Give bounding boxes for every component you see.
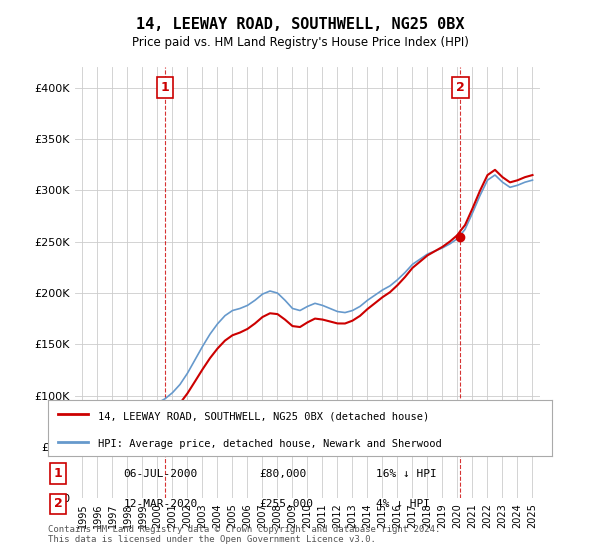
Text: 2: 2 [456,81,465,94]
Text: Contains HM Land Registry data © Crown copyright and database right 2024.
This d: Contains HM Land Registry data © Crown c… [48,525,440,544]
Text: 1: 1 [161,81,169,94]
Text: £255,000: £255,000 [260,499,314,509]
Text: 1: 1 [54,467,62,480]
Text: 14, LEEWAY ROAD, SOUTHWELL, NG25 0BX (detached house): 14, LEEWAY ROAD, SOUTHWELL, NG25 0BX (de… [98,411,430,421]
Text: Price paid vs. HM Land Registry's House Price Index (HPI): Price paid vs. HM Land Registry's House … [131,36,469,49]
Text: 4% ↓ HPI: 4% ↓ HPI [376,499,430,509]
Text: £80,000: £80,000 [260,469,307,479]
Text: 2: 2 [54,497,62,510]
Text: HPI: Average price, detached house, Newark and Sherwood: HPI: Average price, detached house, Newa… [98,439,442,449]
Text: 16% ↓ HPI: 16% ↓ HPI [376,469,436,479]
Text: 14, LEEWAY ROAD, SOUTHWELL, NG25 0BX: 14, LEEWAY ROAD, SOUTHWELL, NG25 0BX [136,17,464,32]
Text: 06-JUL-2000: 06-JUL-2000 [124,469,198,479]
Text: 12-MAR-2020: 12-MAR-2020 [124,499,198,509]
